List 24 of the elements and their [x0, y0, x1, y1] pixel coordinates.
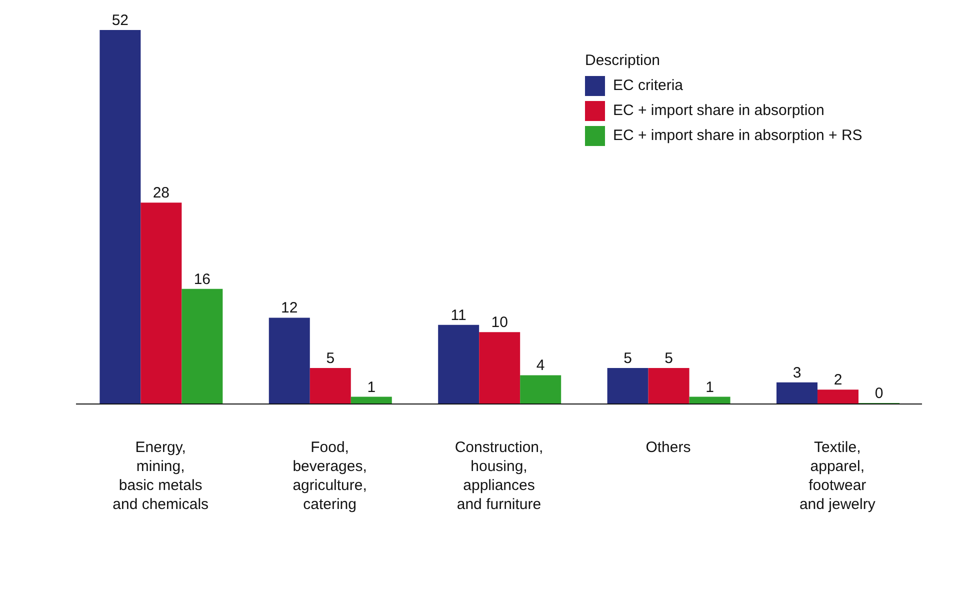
data-label: 11: [450, 306, 466, 324]
data-label: 2: [834, 372, 842, 389]
legend-label: EC criteria: [613, 77, 684, 94]
legend-title: Description: [585, 52, 662, 69]
x-tick-label: Textile, apparel, footwear and jewelry: [799, 439, 876, 513]
data-label: 28: [152, 184, 170, 202]
data-label: 1: [706, 378, 714, 396]
data-label: 52: [112, 12, 129, 29]
data-label: 0: [874, 385, 884, 402]
data-label: 12: [281, 300, 298, 317]
legend-label: EC + import share in absorption + RS: [613, 127, 862, 144]
data-label: 5: [624, 350, 632, 368]
data-label: 16: [194, 270, 211, 288]
data-label: 1: [367, 378, 376, 396]
x-tick-label: Energy, mining, basic metals and chemicals: [112, 439, 209, 513]
data-label: 3: [792, 364, 802, 382]
x-tick-label: Construction, housing, appliances and furniture: [454, 439, 544, 513]
data-label: 5: [326, 350, 335, 368]
x-tick-label: Food, beverages, agriculture, catering: [292, 439, 367, 513]
legend-label: EC + import share in absorption: [613, 102, 824, 119]
x-tick-label: Others: [646, 439, 691, 456]
data-label: 4: [536, 357, 545, 374]
data-label: 5: [664, 350, 673, 368]
data-label: 10: [491, 314, 508, 332]
